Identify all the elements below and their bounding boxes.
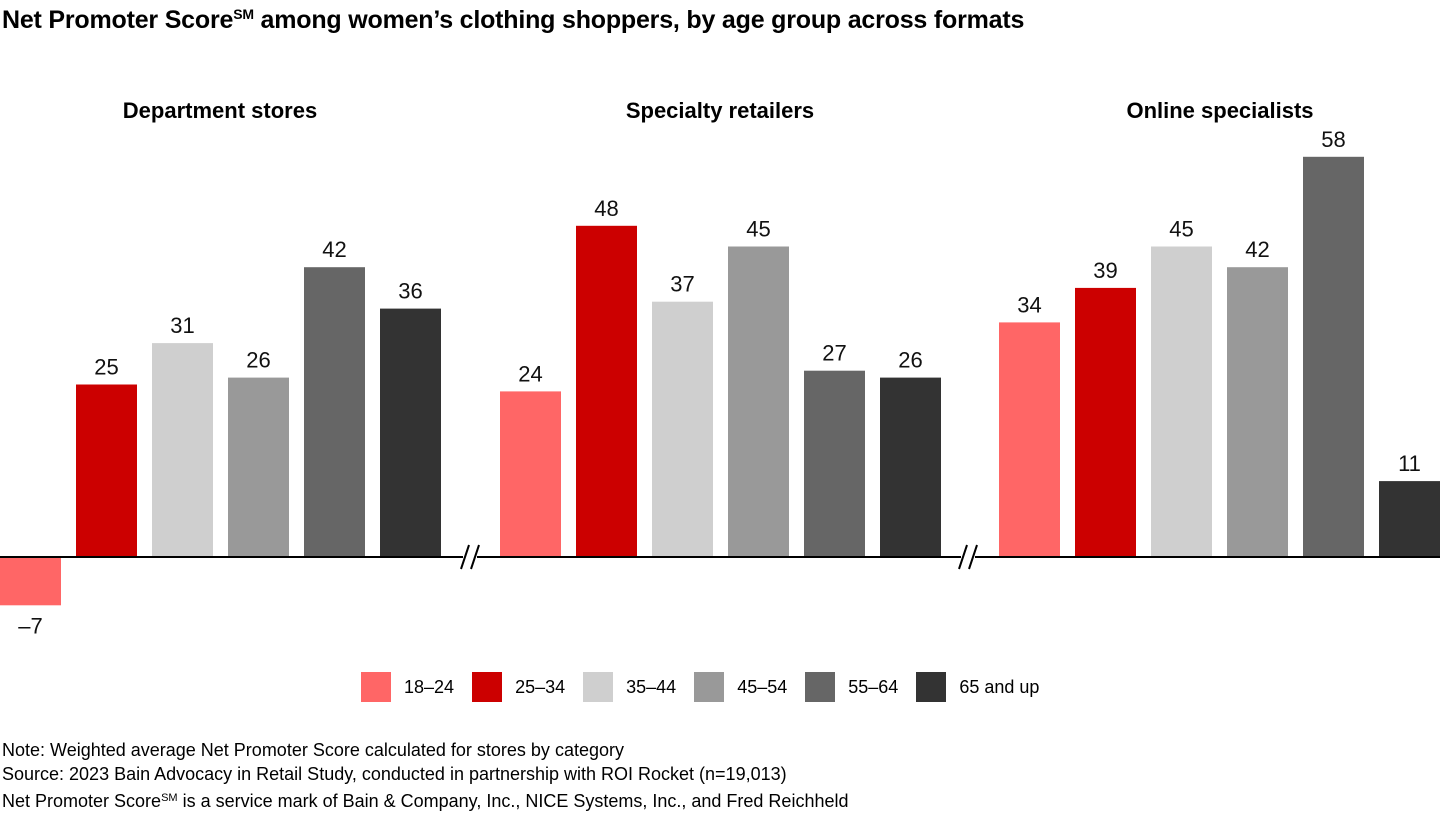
bar <box>880 377 941 557</box>
bar <box>728 246 789 557</box>
legend-swatch <box>361 672 391 702</box>
value-label: 58 <box>1321 127 1345 152</box>
value-label: 36 <box>398 279 422 304</box>
service-mark-text: Net Promoter ScoreSM is a service mark o… <box>2 786 848 813</box>
value-label: 42 <box>1245 237 1269 262</box>
legend: 18–24 25–34 35–44 45–54 55–64 65 and up <box>361 672 1057 702</box>
bar <box>1227 267 1288 557</box>
axis-break-gap <box>961 554 975 560</box>
bar <box>380 308 441 557</box>
value-label: 25 <box>94 355 118 380</box>
legend-swatch <box>472 672 503 702</box>
value-label: 31 <box>170 313 194 338</box>
bar <box>576 225 637 558</box>
value-label: 34 <box>1017 292 1041 317</box>
footnotes: Note: Weighted average Net Promoter Scor… <box>2 738 848 813</box>
bar <box>652 301 713 557</box>
group-title: Online specialists <box>1126 98 1313 123</box>
legend-swatch <box>583 672 614 702</box>
group-title: Department stores <box>123 98 317 123</box>
value-label: 26 <box>246 348 270 373</box>
axis-break-gap <box>463 554 477 560</box>
value-label: 42 <box>322 237 346 262</box>
value-label: 27 <box>822 341 846 366</box>
chart-title-sup: SM <box>233 6 254 22</box>
source-text: Source: 2023 Bain Advocacy in Retail Stu… <box>2 764 787 784</box>
legend-item-65-and-up: 65 and up <box>916 672 1039 702</box>
bar <box>0 557 61 606</box>
legend-label: 55–64 <box>848 676 899 697</box>
value-label: 39 <box>1093 258 1117 283</box>
bar <box>804 370 865 557</box>
value-label: –7 <box>18 613 42 638</box>
value-label: 45 <box>1169 217 1193 242</box>
legend-swatch <box>694 672 725 702</box>
bar-chart: Department stores –7 25 31 26 42 36 Specialty r… <box>0 98 1440 638</box>
service-mark-sup: SM <box>161 792 178 804</box>
legend-swatch <box>916 672 947 702</box>
legend-item-18-24: 18–24 <box>361 672 454 702</box>
axis-break-mark <box>470 544 480 570</box>
value-label: 45 <box>746 217 770 242</box>
value-label: 37 <box>670 272 694 297</box>
bar <box>1303 156 1364 558</box>
bar <box>1379 481 1440 557</box>
value-label: 24 <box>518 361 542 386</box>
note-text: Note: Weighted average Net Promoter Scor… <box>2 740 624 760</box>
bar <box>152 343 213 557</box>
bar <box>999 322 1060 557</box>
service-mark-rest: is a service mark of Bain & Company, Inc… <box>177 791 849 811</box>
bar <box>1075 287 1136 557</box>
legend-item-25-34: 25–34 <box>472 672 565 702</box>
axis-break-mark <box>958 544 968 570</box>
legend-label: 25–34 <box>515 676 566 697</box>
legend-label: 18–24 <box>404 676 455 697</box>
chart-title-main: Net Promoter Score <box>2 6 234 34</box>
bar <box>500 391 561 557</box>
legend-label: 65 and up <box>959 676 1040 697</box>
legend-label: 45–54 <box>737 676 788 697</box>
axis-break-mark <box>460 544 470 570</box>
value-label: 11 <box>1398 451 1421 476</box>
service-mark-main: Net Promoter Score <box>2 791 162 811</box>
bar <box>76 384 137 557</box>
group-title: Specialty retailers <box>626 98 814 123</box>
value-label: 26 <box>898 348 922 373</box>
legend-label: 35–44 <box>626 676 677 697</box>
legend-item-45-54: 45–54 <box>694 672 787 702</box>
chart-title-rest: among women’s clothing shoppers, by age … <box>253 6 1025 34</box>
bar <box>304 267 365 557</box>
value-label: 48 <box>594 196 618 221</box>
legend-item-55-64: 55–64 <box>805 672 898 702</box>
axis-break-mark <box>968 544 978 570</box>
bar <box>1151 246 1212 557</box>
chart-title: Net Promoter ScoreSM among women’s cloth… <box>2 6 1024 35</box>
legend-swatch <box>805 672 836 702</box>
bar <box>228 377 289 557</box>
legend-item-35-44: 35–44 <box>583 672 676 702</box>
